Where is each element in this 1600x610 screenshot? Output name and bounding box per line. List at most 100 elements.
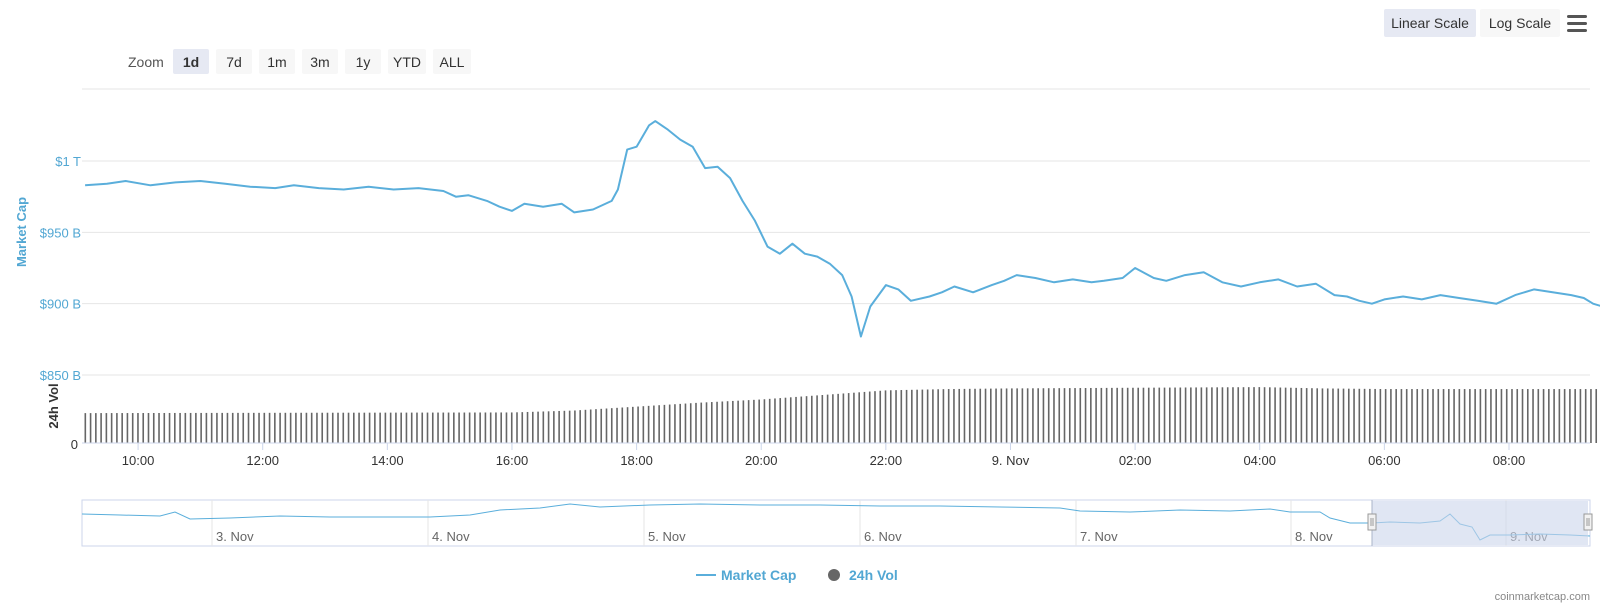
linear-scale-button[interactable]: Linear Scale	[1384, 9, 1476, 37]
volume-bar	[516, 412, 518, 443]
volume-bar	[237, 412, 239, 443]
volume-bar	[337, 412, 339, 443]
zoom-button-1d[interactable]: 1d	[173, 49, 209, 74]
volume-bar	[184, 412, 187, 443]
credit-link[interactable]: coinmarketcap.com	[1495, 591, 1590, 603]
volume-bar	[1274, 387, 1276, 443]
volume-bar	[1342, 388, 1345, 443]
volume-bar	[1374, 388, 1376, 443]
volume-bar	[163, 412, 166, 443]
x-tick-label: 9. Nov	[992, 453, 1030, 468]
volume-bar	[1495, 389, 1497, 443]
legend-circle-icon	[828, 569, 840, 581]
scale-button-bg	[1480, 9, 1560, 37]
volume-bar	[168, 412, 171, 443]
volume-bar	[563, 410, 566, 443]
volume-bar	[753, 399, 755, 443]
zoom-button-3m[interactable]: 3m	[302, 49, 338, 74]
volume-bar	[1211, 387, 1213, 443]
volume-bar	[521, 412, 524, 443]
volume-bar	[926, 389, 929, 443]
volume-bar	[911, 389, 913, 443]
volume-bar	[990, 388, 992, 443]
volume-bar	[1132, 387, 1134, 443]
volume-bar	[1269, 387, 1271, 443]
navigator-right-handle[interactable]	[1583, 513, 1593, 531]
volume-bar	[279, 412, 281, 443]
volume-bar	[774, 398, 776, 443]
volume-bar	[1463, 389, 1466, 443]
navigator-selected-range[interactable]	[1372, 501, 1588, 545]
volume-bar	[195, 412, 197, 443]
zoom-button-1m[interactable]: 1m	[259, 49, 295, 74]
volume-bar	[263, 412, 266, 443]
x-tick-label: 22:00	[870, 453, 903, 468]
zoom-button-7d[interactable]: 7d	[216, 49, 252, 74]
volume-bar	[479, 412, 481, 443]
volume-bar	[932, 389, 934, 443]
volume-bar	[374, 412, 376, 443]
zoom-button-bg	[433, 49, 471, 74]
volume-bar	[974, 388, 976, 443]
volume-axis-zero-label: 0	[71, 437, 78, 452]
navigator-tick-label: 6. Nov	[864, 529, 902, 544]
volume-bar	[1537, 389, 1540, 443]
volume-bar	[553, 411, 555, 443]
legend-label-market-cap: Market Cap	[721, 567, 796, 583]
volume-bar	[1237, 387, 1240, 443]
legend-item-market-cap[interactable]: Market Cap	[696, 567, 796, 583]
navigator-left-handle[interactable]	[1367, 513, 1377, 531]
volume-bar	[300, 412, 302, 443]
volume-bar	[763, 399, 766, 443]
volume-bar	[900, 390, 903, 443]
volume-bar	[1516, 389, 1519, 443]
volume-bar	[1405, 389, 1408, 443]
y-tick-label: $900 B	[40, 297, 81, 312]
volume-bar	[995, 388, 997, 443]
y-gridlines	[82, 160, 1590, 376]
volume-bar	[1095, 387, 1097, 443]
volume-bar	[1558, 389, 1561, 443]
zoom-button-label: 3m	[310, 54, 329, 70]
y-axis-labels: $850 B $900 B $950 B $1 T	[40, 154, 81, 383]
volume-bar	[500, 412, 503, 443]
log-scale-button[interactable]: Log Scale	[1480, 9, 1560, 37]
volume-bar	[1116, 387, 1118, 443]
volume-bar	[821, 395, 824, 443]
zoom-button-ytd[interactable]: YTD	[388, 49, 426, 74]
zoom-button-all[interactable]: ALL	[433, 49, 471, 74]
volume-bar	[1221, 387, 1224, 443]
volume-bar	[689, 403, 692, 443]
volume-bar	[1553, 389, 1555, 443]
volume-bar	[463, 412, 466, 443]
volume-bar	[1047, 388, 1050, 443]
volume-bar	[242, 412, 245, 443]
volume-bar	[416, 412, 418, 443]
volume-bar	[784, 397, 787, 443]
scale-button-bg	[1384, 9, 1476, 37]
volume-bar	[200, 412, 202, 443]
volume-bar	[1111, 387, 1113, 443]
volume-bar	[295, 412, 297, 443]
volume-bar	[847, 393, 850, 443]
volume-bar	[458, 412, 460, 443]
volume-bar	[84, 413, 87, 443]
volume-bar	[768, 398, 771, 443]
hamburger-menu-icon[interactable]	[1565, 12, 1589, 36]
volume-bar	[1432, 389, 1434, 443]
volume-bar	[179, 412, 181, 443]
volume-bar	[363, 412, 366, 443]
zoom-label: Zoom	[128, 54, 164, 70]
zoom-button-1y[interactable]: 1y	[345, 49, 381, 74]
volume-bar	[1416, 389, 1419, 443]
volume-bar	[579, 410, 581, 443]
volume-bar	[116, 413, 118, 443]
volume-bar	[247, 412, 250, 443]
volume-bar	[668, 404, 671, 443]
legend-item-24h-vol[interactable]: 24h Vol	[828, 567, 898, 583]
volume-bar	[621, 407, 624, 443]
volume-bar	[1179, 387, 1182, 443]
volume-bar	[1390, 389, 1392, 443]
volume-bar	[947, 389, 950, 443]
